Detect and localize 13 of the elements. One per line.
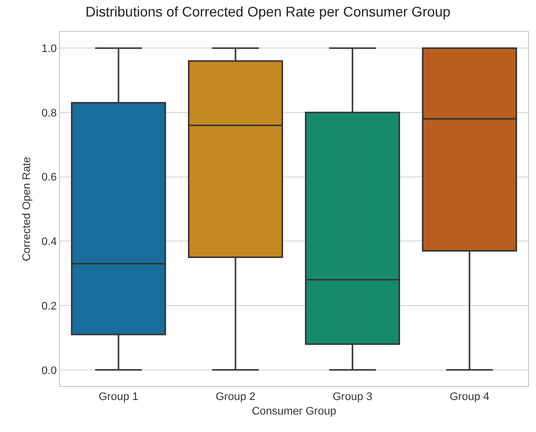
y-tick-label: 0.8 bbox=[42, 107, 57, 120]
chart-title: Distributions of Corrected Open Rate per Consumer Group bbox=[86, 3, 451, 20]
y-axis-title: Corrected Open Rate bbox=[21, 156, 34, 262]
x-tick-label: Group 4 bbox=[450, 391, 490, 404]
y-tick-label: 0.0 bbox=[42, 364, 57, 377]
x-tick-label: Group 2 bbox=[216, 391, 256, 404]
x-tick-label: Group 3 bbox=[332, 391, 372, 404]
x-tick-label: Group 1 bbox=[98, 391, 138, 404]
y-tick-label: 0.4 bbox=[42, 236, 57, 248]
x-axis-title: Consumer Group bbox=[252, 405, 336, 418]
y-tick-label: 0.2 bbox=[42, 300, 57, 312]
y-tick-label: 1.0 bbox=[42, 42, 57, 55]
y-tick-label: 0.6 bbox=[42, 172, 57, 184]
